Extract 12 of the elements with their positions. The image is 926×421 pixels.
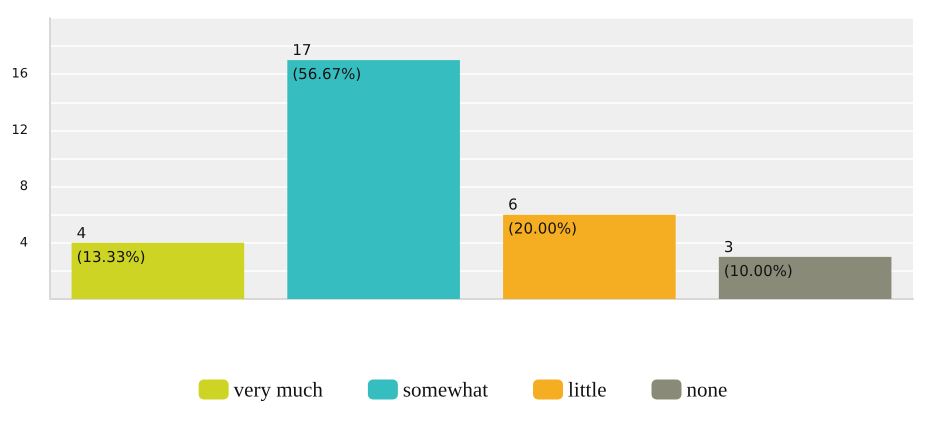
y-tick-label: 4 [20,235,28,250]
legend-label: very much [234,378,324,402]
data-label: 6 (20.00%) [508,196,577,238]
data-label: 3 (10.00%) [724,238,793,280]
legend-label: none [686,378,728,402]
y-tick-label: 16 [11,66,28,82]
y-tick-label: 12 [11,122,28,138]
y-tick-label: 8 [20,179,28,194]
legend-label: little [568,378,607,402]
data-label: 17 (56.67%) [292,41,362,84]
legend-label: somewhat [402,378,488,402]
data-label: 4 (13.33%) [76,224,146,266]
